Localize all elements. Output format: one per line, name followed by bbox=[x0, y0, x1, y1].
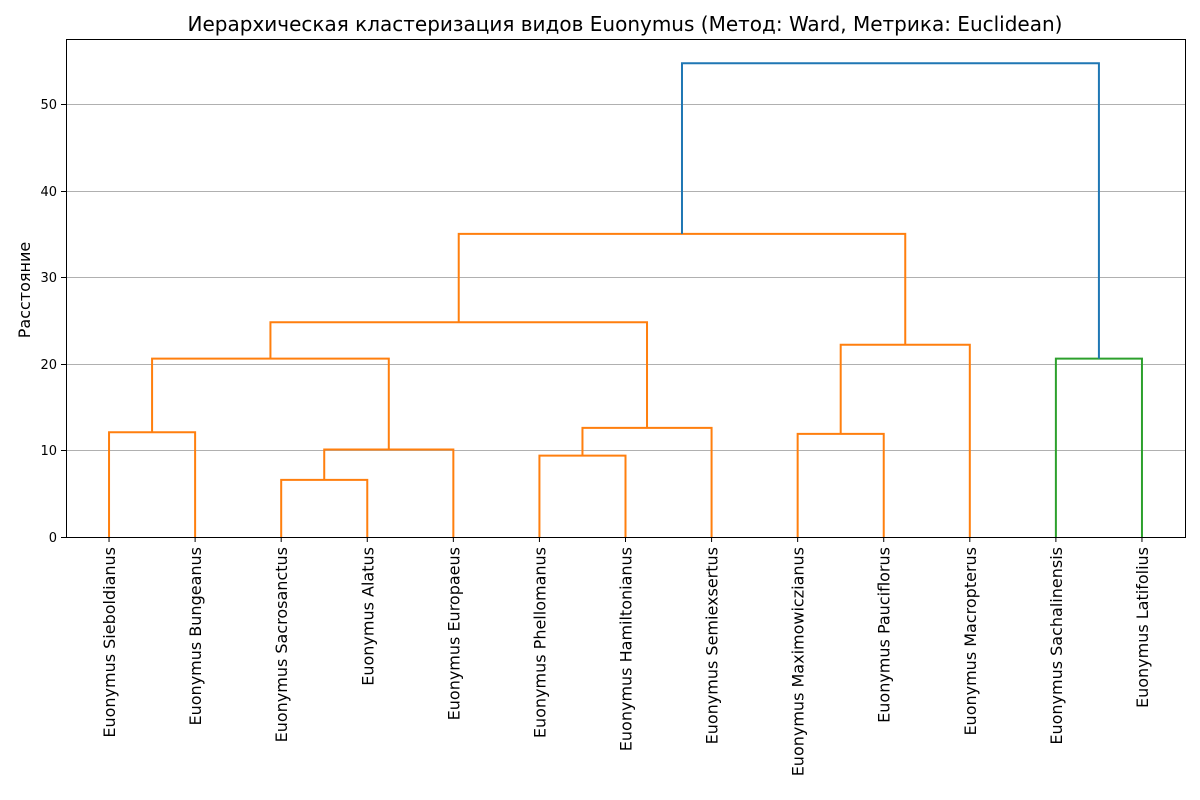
y-tick-label: 0 bbox=[49, 531, 57, 546]
dendrogram-link bbox=[581, 426, 713, 537]
leaf-label: Euonymus Alatus bbox=[358, 547, 377, 686]
leaf-label: Euonymus Europaeus bbox=[444, 547, 463, 720]
leaf-label: Euonymus Macropterus bbox=[961, 547, 980, 736]
dendrogram-link bbox=[108, 431, 197, 537]
dendrogram-link bbox=[151, 357, 390, 450]
y-axis-label: Расстояние bbox=[15, 242, 34, 338]
dendrogram-link bbox=[1054, 357, 1143, 537]
chart-title: Иерархическая кластеризация видов Euonym… bbox=[188, 12, 1063, 36]
dendrogram-links bbox=[108, 62, 1143, 537]
dendrogram-link bbox=[796, 432, 885, 537]
leaf-labels: Euonymus Sieboldianus Euonymus Bungeanus E… bbox=[100, 537, 1152, 776]
y-tick-label: 20 bbox=[40, 358, 57, 373]
leaf-label: Euonymus Sieboldianus bbox=[100, 547, 119, 738]
leaf-label: Euonymus Latifolius bbox=[1133, 547, 1152, 708]
leaf-label: Euonymus Sacrosanctus bbox=[272, 547, 291, 742]
leaf-label: Euonymus Phellomanus bbox=[530, 547, 549, 738]
dendrogram-link bbox=[538, 454, 627, 537]
leaf-label: Euonymus Bungeanus bbox=[186, 547, 205, 725]
y-tick-label: 40 bbox=[40, 185, 57, 200]
dendrogram-link bbox=[280, 478, 369, 537]
leaf-label: Euonymus Semiexsertus bbox=[703, 547, 722, 744]
leaf-label: Euonymus Hamiltonianus bbox=[617, 547, 636, 751]
dendrogram-link bbox=[680, 62, 1100, 359]
leaf-label: Euonymus Maximowiczianus bbox=[789, 547, 808, 776]
dendrogram-link bbox=[269, 321, 649, 428]
y-tick-label: 50 bbox=[40, 98, 57, 113]
dendrogram-link bbox=[839, 343, 971, 537]
leaf-label: Euonymus Sachalinensis bbox=[1047, 547, 1066, 745]
y-tick-label: 30 bbox=[40, 271, 57, 286]
y-tick-label: 10 bbox=[40, 444, 57, 459]
leaf-label: Euonymus Pauciflorus bbox=[875, 547, 894, 723]
dendrogram-link bbox=[457, 232, 907, 345]
dendrogram-link bbox=[323, 448, 455, 537]
y-axis-ticks: 0 10 20 30 40 50 bbox=[40, 98, 66, 546]
